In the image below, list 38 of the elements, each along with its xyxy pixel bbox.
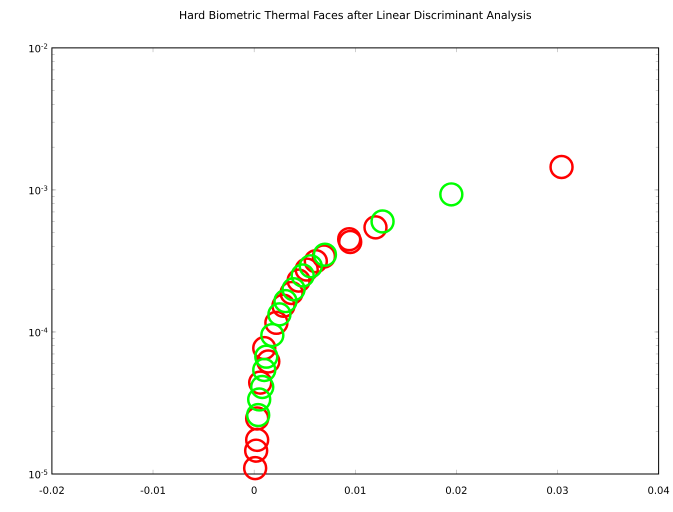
- point: [244, 428, 270, 452]
- point: [246, 387, 272, 412]
- point: [439, 182, 464, 207]
- point: [298, 254, 323, 279]
- point: [370, 209, 395, 234]
- point: [290, 263, 315, 288]
- y-tick-label: 10$^{-5}$: [29, 470, 48, 478]
- point: [549, 154, 574, 180]
- point: [256, 349, 281, 374]
- point: [244, 438, 268, 463]
- point: [260, 322, 285, 348]
- point: [264, 310, 289, 336]
- point: [271, 294, 296, 318]
- point: [252, 358, 276, 382]
- y-tick-label: 10$^{-3}$: [29, 186, 48, 194]
- x-tick-label: 0.02: [446, 486, 466, 494]
- x-tick-label: 0.01: [344, 486, 366, 494]
- x-tick-label: -0.01: [140, 486, 165, 494]
- point: [294, 257, 319, 282]
- point: [304, 249, 328, 274]
- point: [273, 288, 298, 314]
- chart-title: Hard Biometric Thermal Faces after Linear Discriminant Analysis: [180, 10, 532, 22]
- point: [250, 374, 274, 400]
- point: [252, 336, 276, 360]
- x-tick-label: 0.03: [547, 486, 568, 494]
- x-tick-label: 0.04: [648, 486, 670, 494]
- y-tick-label: 10$^{-2}$: [29, 43, 48, 52]
- x-tick-label: -0.02: [40, 486, 64, 494]
- x-tick-label: 0: [252, 486, 257, 494]
- point: [281, 277, 306, 302]
- point: [242, 456, 268, 480]
- point: [286, 268, 311, 293]
- point: [254, 344, 278, 369]
- point: [248, 370, 272, 395]
- y-tick-label: 10$^{-4}$: [29, 328, 48, 336]
- point: [279, 280, 304, 306]
- point: [363, 215, 388, 240]
- point: [267, 302, 292, 327]
